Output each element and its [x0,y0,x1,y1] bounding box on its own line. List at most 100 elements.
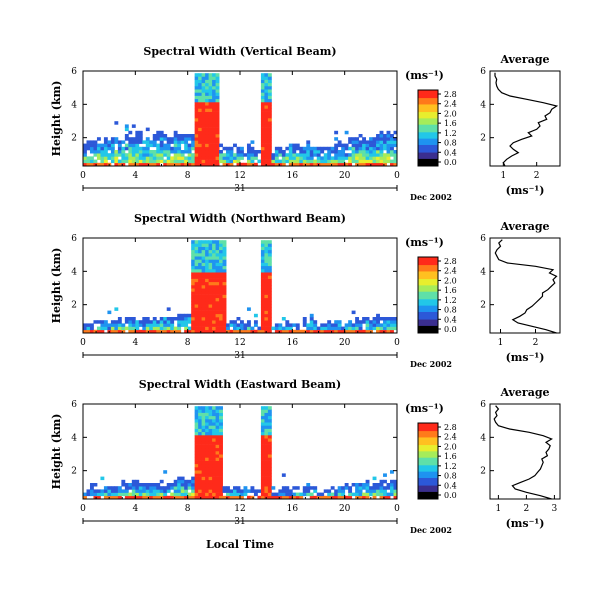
heatmap-cell [246,162,251,167]
heatmap-cell [191,134,196,138]
heatmap-cell [264,320,269,324]
heatmap-cell [205,150,209,154]
heatmap-cell [267,425,272,429]
heatmap-cell [191,304,196,308]
heatmap-cell [177,323,182,327]
heatmap-cell [306,150,311,154]
colorbar-segment [418,295,438,297]
heatmap-cell [191,323,196,327]
heatmap-cell [285,489,290,493]
heatmap-cell [208,297,213,302]
heatmap-cell [369,492,373,497]
heatmap-cell [222,486,227,490]
heatmap-cell [219,294,223,299]
heatmap-cell [372,140,377,144]
heatmap-cell [117,153,122,157]
heatmap-cell [246,159,251,164]
heatmap-cell [271,492,276,497]
heatmap-cell [205,243,209,247]
heatmap-cell [390,483,394,487]
colorbar-segment [418,320,438,323]
heatmap-cell [243,329,248,334]
heatmap-cell [208,146,213,151]
heatmap-cell [184,320,189,324]
heatmap-cell [208,454,213,458]
heatmap-cell [226,150,230,154]
heatmap-cell [267,463,272,468]
heatmap-cell [205,76,209,80]
heatmap-cell [86,329,91,334]
heatmap-cell [135,143,140,148]
heatmap-cell [194,272,199,276]
heatmap-cell [177,162,182,167]
heatmap-cell [260,495,265,500]
heatmap-cell [156,489,161,493]
heatmap-cell [362,146,366,151]
heatmap-cell [212,269,216,273]
heatmap-cell [163,159,168,164]
heatmap-cell [215,406,220,410]
heatmap-cell [205,256,209,260]
heatmap-cell [201,409,206,413]
colorbar-segment [418,319,438,321]
heatmap-cell [180,137,185,141]
heatmap-cell [96,326,101,331]
heatmap-cell [264,240,269,244]
heatmap-cell [208,134,213,138]
heatmap-cell [267,246,272,251]
colorbar-segment [418,314,438,316]
heatmap-cell [267,486,272,490]
heatmap-cell [135,162,140,167]
heatmap-cell [330,326,335,331]
heatmap-cell [240,326,244,331]
heatmap-cell [152,140,157,144]
heatmap-cell [205,460,209,465]
heatmap-cell [236,317,241,321]
heatmap-cell [358,329,363,334]
heatmap-cell [330,492,335,497]
x-tick-label: 12 [234,504,245,514]
heatmap-cell [145,127,150,132]
heatmap-cell [173,162,178,167]
heatmap-cell [212,419,216,423]
colorbar-segment [418,133,438,135]
colorbar-segment [418,147,438,149]
colorbar-segment [418,495,438,497]
heatmap-cell [358,153,363,157]
heatmap-cell [267,473,272,477]
colorbar-segment [418,91,438,94]
heatmap-cell [264,479,269,484]
heatmap-cell [285,323,290,327]
heatmap-cell [215,127,220,132]
heatmap-cell [376,323,380,327]
heatmap-cell [138,320,143,324]
heatmap-cell [330,150,335,154]
heatmap-cell [215,102,220,106]
heatmap-cell [386,156,391,160]
heatmap-cell [201,124,206,128]
heatmap-cell [110,489,115,493]
heatmap-cell [205,326,209,331]
heatmap-cell [267,265,272,270]
heatmap-cell [351,329,356,334]
heatmap-cell [142,323,147,327]
heatmap-cell [170,159,175,164]
heatmap-cell [159,320,164,324]
heatmap-cell [376,483,380,487]
heatmap-cell [187,313,192,318]
heatmap-cell [215,249,220,254]
heatmap-cell [372,492,377,497]
x-tick-label: 8 [185,504,191,514]
heatmap-cell [288,489,293,493]
heatmap-cell [121,483,126,487]
heatmap-cell [145,329,150,334]
colorbar-segment [418,140,438,143]
heatmap-cell [264,476,269,481]
heatmap-cell [222,291,227,295]
heatmap-cell [219,150,223,154]
heatmap-cell [121,492,126,497]
heatmap-cell [351,146,356,151]
heatmap-cell [194,291,199,295]
heatmap-cell [138,156,143,160]
average-profile-line [494,72,559,167]
